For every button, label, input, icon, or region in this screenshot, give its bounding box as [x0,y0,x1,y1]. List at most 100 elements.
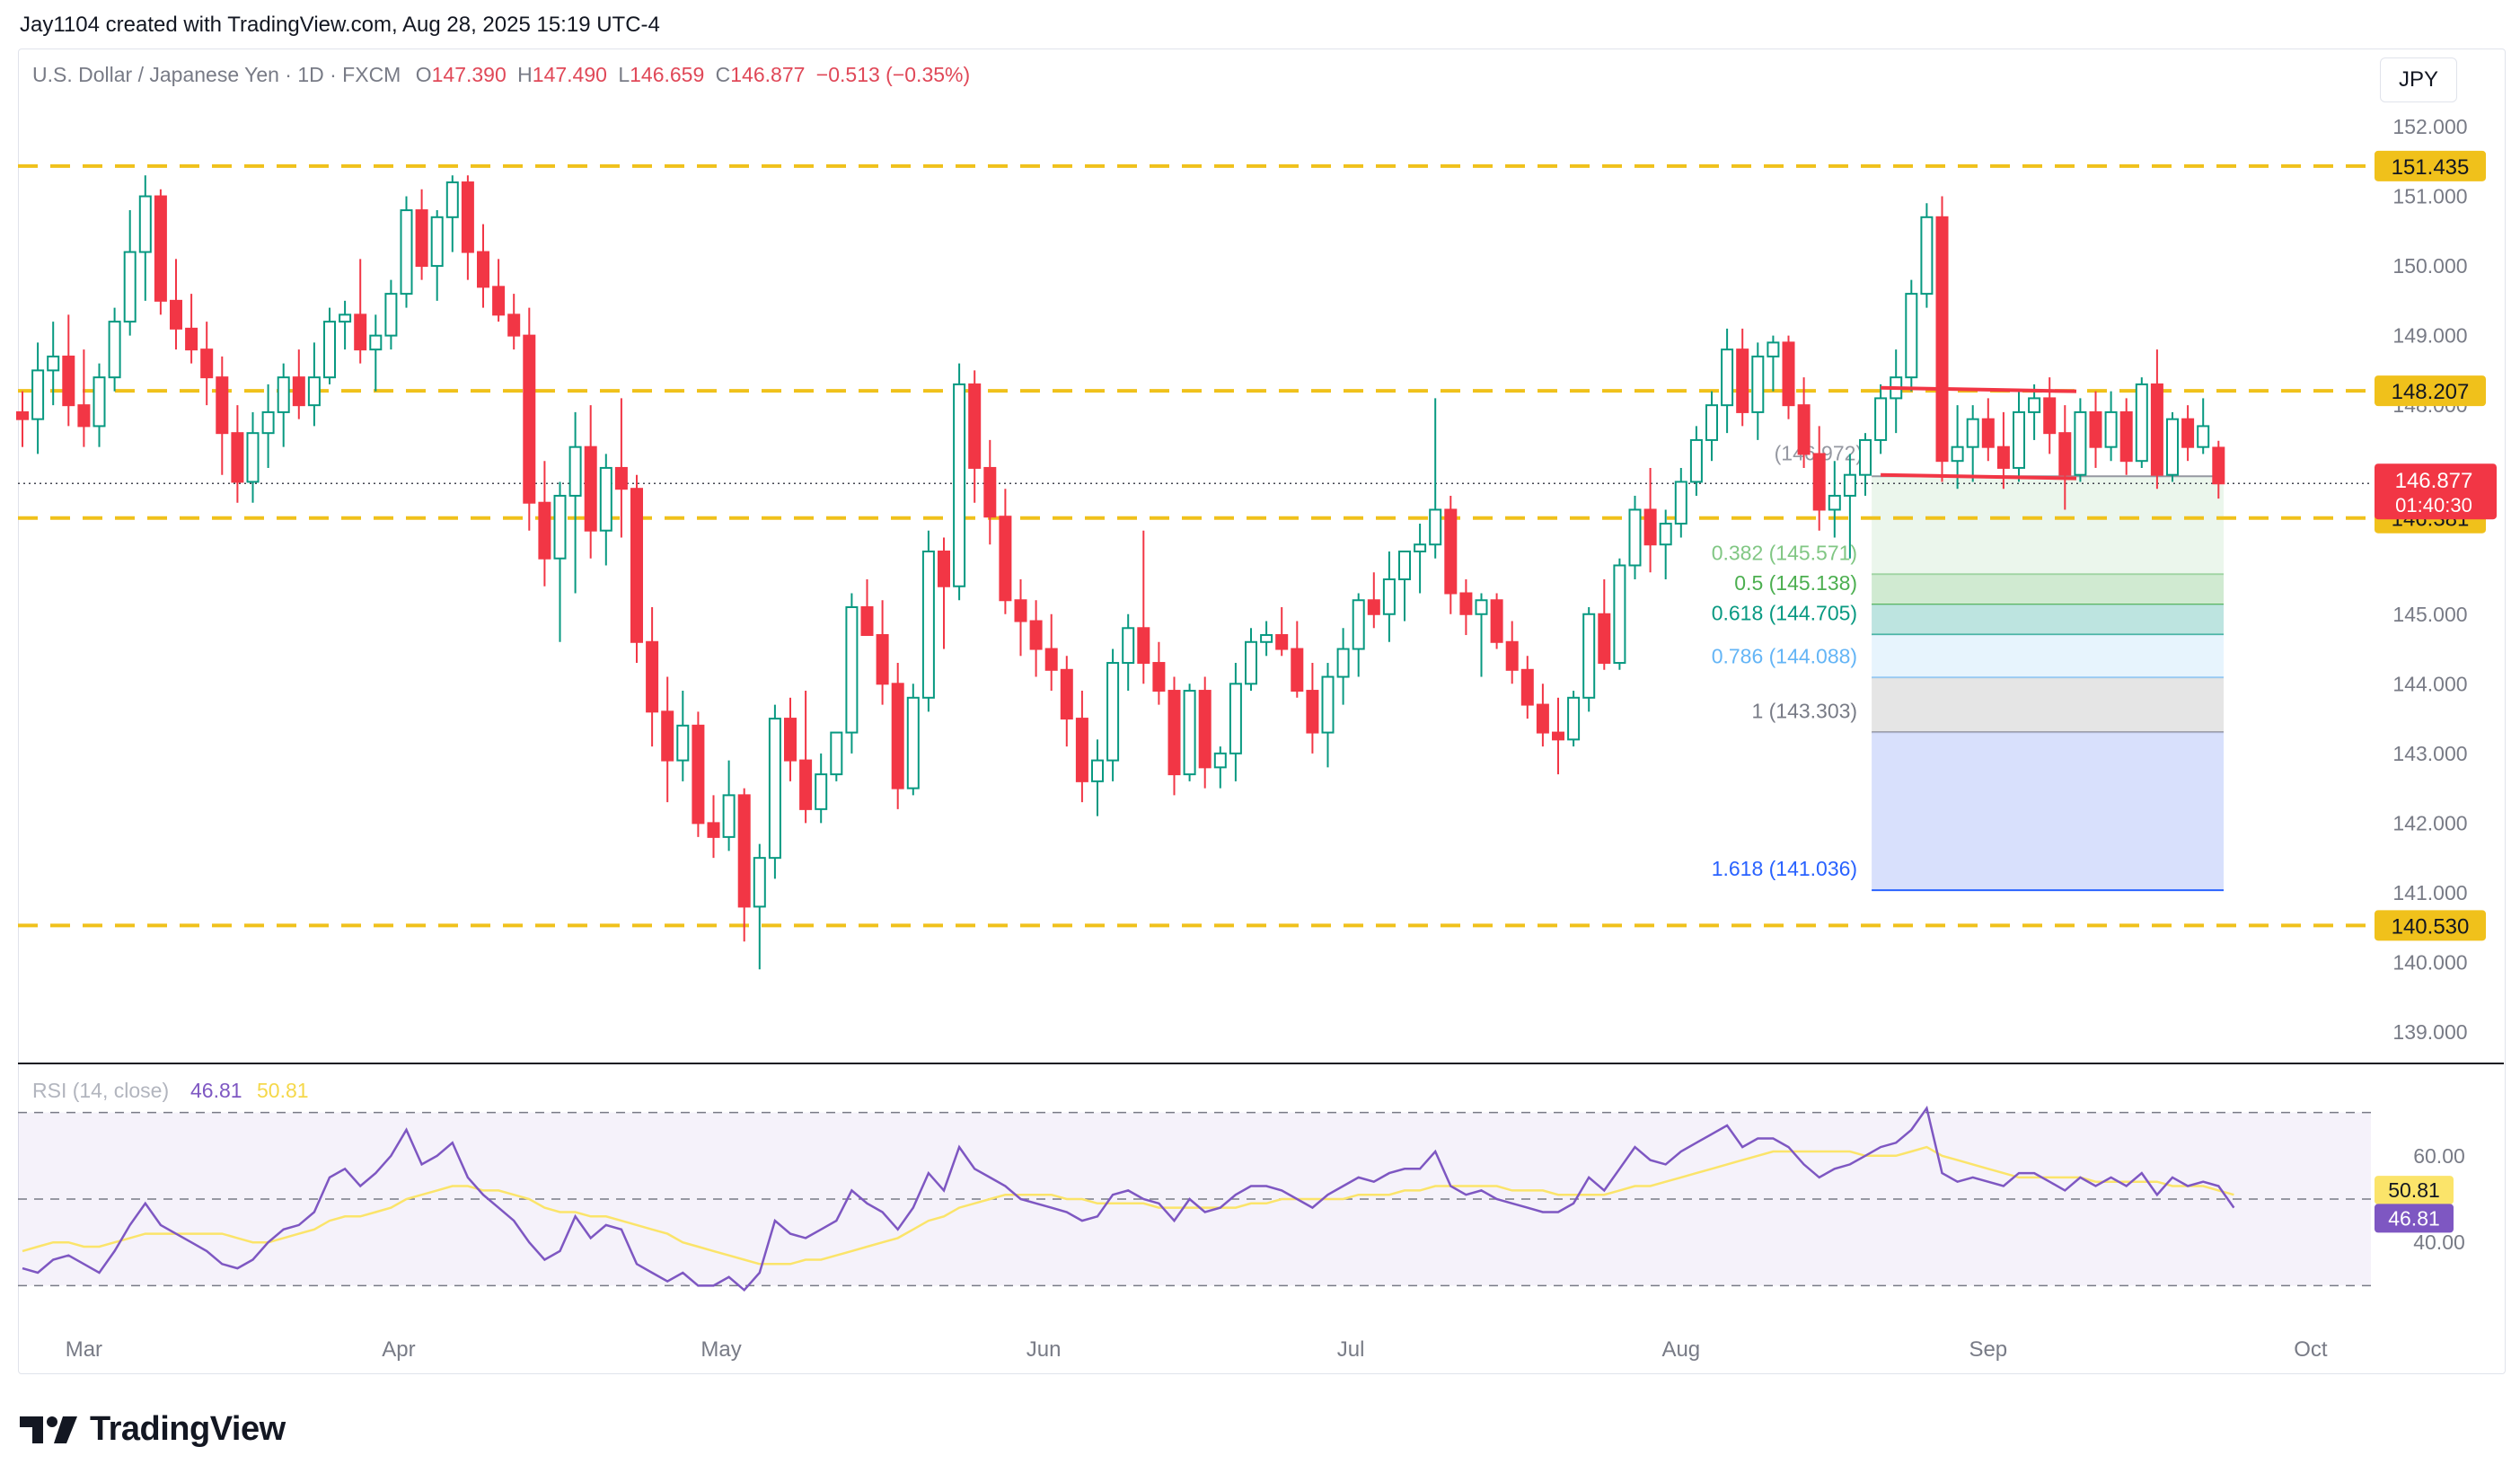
price-level-badge [2375,910,2486,941]
price-level-badge [2375,150,2486,181]
price-chart[interactable]: 0.382 (145.571) 0.5 (145.138) 0.618 (144.7… [0,0,2520,1401]
candle-body [477,251,489,288]
candle-body [999,516,1012,602]
candle [1721,328,1734,434]
candle-body [1382,578,1396,615]
candle [477,224,489,308]
candle [2119,398,2133,475]
candle-body [2058,432,2072,476]
candle-body [77,404,91,428]
candle-body [1520,668,1534,706]
candle [1536,684,1549,747]
candle-body [261,410,275,435]
candle [599,454,612,566]
candle [1505,621,1519,684]
candle-body [553,494,567,560]
low-value: 146.659 [630,63,705,86]
candle [1890,349,1903,434]
candle-body [1828,494,1841,511]
symbol-name[interactable]: U.S. Dollar / Japanese Yen · 1D · FXCM [32,63,401,86]
candle [906,684,920,796]
candle-body [1490,599,1503,643]
candle-body [1628,508,1642,567]
candle [1152,641,1166,705]
candle [2058,405,2072,510]
candle [1689,426,1703,496]
candle [768,704,781,879]
candle-body [16,410,29,420]
candle [323,307,336,384]
fib-zone-1.618 [1872,732,2224,891]
candle [2197,398,2210,454]
x-tick-label: Apr [382,1337,415,1362]
candle [1398,550,1411,622]
y-tick-label: 152.000 [2392,115,2467,138]
candle-body [93,376,106,428]
candle-body [492,286,506,316]
candle [1213,746,1227,789]
candle-body [983,466,997,518]
candle-body [507,313,521,337]
candle-body [1536,703,1549,734]
candle-body [62,355,75,407]
price-level-badge [2375,375,2486,407]
candle [1183,684,1196,781]
candle-body [1213,752,1227,769]
candle [953,363,966,601]
candle [1245,628,1257,692]
candle [1137,530,1150,684]
candle-body [1352,599,1365,650]
candle-body [737,794,751,908]
candle-body [1459,592,1473,615]
bar-countdown: 01:40:30 [2395,494,2472,516]
candle [1014,579,1027,657]
candle [1613,558,1626,670]
candle-body [1613,564,1626,665]
candle-body [2166,418,2179,476]
candle-body [968,383,982,469]
candle-body [461,181,474,253]
tradingview-logo-icon [20,1416,77,1443]
candle-body [445,181,459,218]
candle-body [1689,438,1703,483]
candle [630,474,643,664]
candle [1060,656,1073,747]
candle [1382,551,1396,642]
candle [461,175,474,280]
candle-body [339,313,352,323]
rsi-badge-text: 50.81 [2388,1178,2440,1202]
candle-body [384,293,398,337]
candle [77,349,91,447]
candle [1598,579,1611,670]
candle-body [1229,683,1242,754]
rsi-legend-label: RSI (14, close) [32,1079,169,1102]
candle [1091,739,1104,816]
candle [170,259,182,350]
candle-body [1552,731,1564,741]
candle-body [2135,383,2148,463]
currency-button[interactable]: JPY [2380,57,2457,102]
price-level-badge-text: 151.435 [2392,155,2470,180]
candle [185,294,198,364]
y-tick-label: 150.000 [2392,254,2467,278]
candle-body [1874,397,1888,441]
x-tick-label: Aug [1661,1337,1700,1362]
candle [1582,607,1596,712]
candle [938,537,950,649]
candle [31,342,45,454]
candle-body [47,355,60,372]
candle [1567,691,1581,747]
candle [430,210,444,301]
candle-body [1920,216,1934,296]
candle [1874,384,1888,454]
candle-body [307,376,321,407]
candle-body [2043,397,2057,435]
candle-body [292,376,305,407]
y-tick-label: 141.000 [2392,881,2467,904]
x-tick-label: Sep [1969,1337,2007,1362]
candle-body [231,432,244,483]
candle-body [1905,293,1918,379]
candle-body [1966,418,1979,448]
symbol-ohlc-bar: U.S. Dollar / Japanese Yen · 1D · FXCM O… [32,63,970,87]
close-label: C [715,63,731,86]
